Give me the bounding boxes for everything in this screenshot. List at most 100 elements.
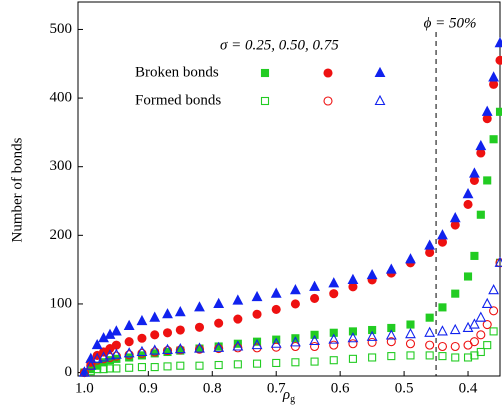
circle-marker	[137, 348, 147, 358]
circle-marker	[150, 330, 160, 340]
circle-marker	[310, 293, 320, 304]
square-marker	[489, 135, 498, 144]
square-marker	[406, 320, 415, 329]
triangle-marker	[405, 253, 416, 264]
triangle-marker	[232, 340, 244, 351]
triangle-marker	[270, 337, 282, 348]
triangle-marker	[162, 308, 173, 319]
square-marker	[348, 327, 357, 336]
triangle-marker	[136, 314, 148, 326]
square-marker	[105, 364, 115, 373]
circle-marker	[469, 175, 479, 185]
square-marker	[348, 354, 357, 363]
triangle-marker	[194, 342, 205, 353]
x-tick-label: 0.9	[139, 380, 158, 396]
circle-marker	[489, 306, 499, 316]
circle-marker	[329, 289, 339, 299]
circle-marker	[476, 148, 486, 158]
triangle-marker	[437, 325, 448, 336]
x-tick-label: 0.6	[331, 380, 350, 396]
circle-marker	[386, 337, 396, 347]
y-tick-label: 400	[50, 90, 73, 106]
square-marker	[86, 367, 95, 376]
circle-marker	[450, 341, 460, 352]
triangle-marker	[110, 348, 122, 359]
circle-marker	[489, 79, 499, 89]
x-label-base: ρ	[282, 387, 290, 403]
circle-marker	[450, 220, 460, 230]
triangle-marker	[347, 332, 359, 343]
legend-title: σ = 0.25, 0.50, 0.75	[220, 37, 339, 53]
triangle-marker	[136, 345, 148, 357]
triangle-marker	[85, 359, 97, 370]
triangle-marker	[123, 319, 135, 330]
circle-marker	[290, 341, 300, 352]
circle-marker	[175, 345, 185, 355]
y-tick-label: 100	[50, 295, 73, 311]
triangle-marker	[289, 284, 301, 295]
square-marker	[463, 272, 473, 281]
triangle-marker	[405, 327, 416, 339]
triangle-marker	[309, 334, 320, 346]
triangle-marker	[174, 343, 186, 354]
triangle-marker	[494, 36, 502, 48]
legend-label: Formed bonds	[135, 92, 221, 108]
circle-marker	[214, 318, 224, 328]
square-marker	[137, 363, 146, 372]
triangle-marker	[469, 167, 480, 178]
triangle-marker	[424, 239, 436, 250]
square-marker	[451, 353, 460, 362]
triangle-marker	[91, 338, 103, 350]
square-marker	[214, 360, 223, 370]
square-marker	[483, 341, 492, 350]
triangle-marker	[78, 366, 90, 377]
triangle-marker	[385, 263, 397, 274]
triangle-marker	[494, 256, 502, 267]
circle-marker	[323, 68, 333, 78]
triangle-marker	[123, 347, 135, 358]
square-marker	[483, 176, 492, 185]
x-tick-label: 0.8	[203, 380, 222, 396]
circle-marker	[124, 350, 134, 360]
square-marker	[406, 351, 415, 360]
square-marker	[195, 361, 204, 370]
circle-marker	[124, 337, 134, 347]
triangle-marker	[462, 321, 474, 333]
circle-marker	[111, 340, 121, 350]
circle-marker	[482, 114, 492, 124]
square-marker	[470, 251, 479, 260]
triangle-marker	[437, 229, 448, 240]
y-tick-label: 0	[65, 364, 73, 380]
y-axis-label: Number of bonds	[9, 137, 25, 242]
circle-marker	[495, 55, 502, 65]
square-marker	[463, 353, 473, 362]
triangle-marker	[309, 280, 320, 291]
square-marker	[310, 330, 319, 339]
circle-marker	[469, 337, 479, 347]
circle-marker	[271, 304, 281, 314]
y-tick-label: 500	[50, 21, 73, 37]
circle-marker	[367, 337, 377, 347]
triangle-marker	[162, 343, 173, 354]
triangle-marker	[385, 329, 397, 340]
x-label-sub: g	[290, 394, 295, 405]
triangle-marker	[449, 211, 461, 223]
square-marker	[387, 352, 396, 361]
circle-marker	[233, 343, 243, 353]
triangle-marker	[481, 297, 493, 308]
triangle-marker	[328, 277, 340, 288]
triangle-marker	[98, 351, 109, 362]
circle-marker	[348, 339, 358, 349]
square-marker	[329, 356, 338, 365]
triangle-marker	[374, 94, 386, 106]
triangle-marker	[366, 330, 378, 341]
square-marker	[125, 363, 134, 372]
plot-frame	[77, 1, 501, 377]
square-marker	[252, 359, 262, 368]
circle-marker	[437, 237, 448, 247]
x-tick-label: 0.4	[459, 380, 478, 396]
y-tick-label: 300	[50, 158, 73, 174]
square-marker	[329, 328, 338, 337]
circle-marker	[194, 322, 205, 332]
circle-marker	[463, 199, 473, 209]
